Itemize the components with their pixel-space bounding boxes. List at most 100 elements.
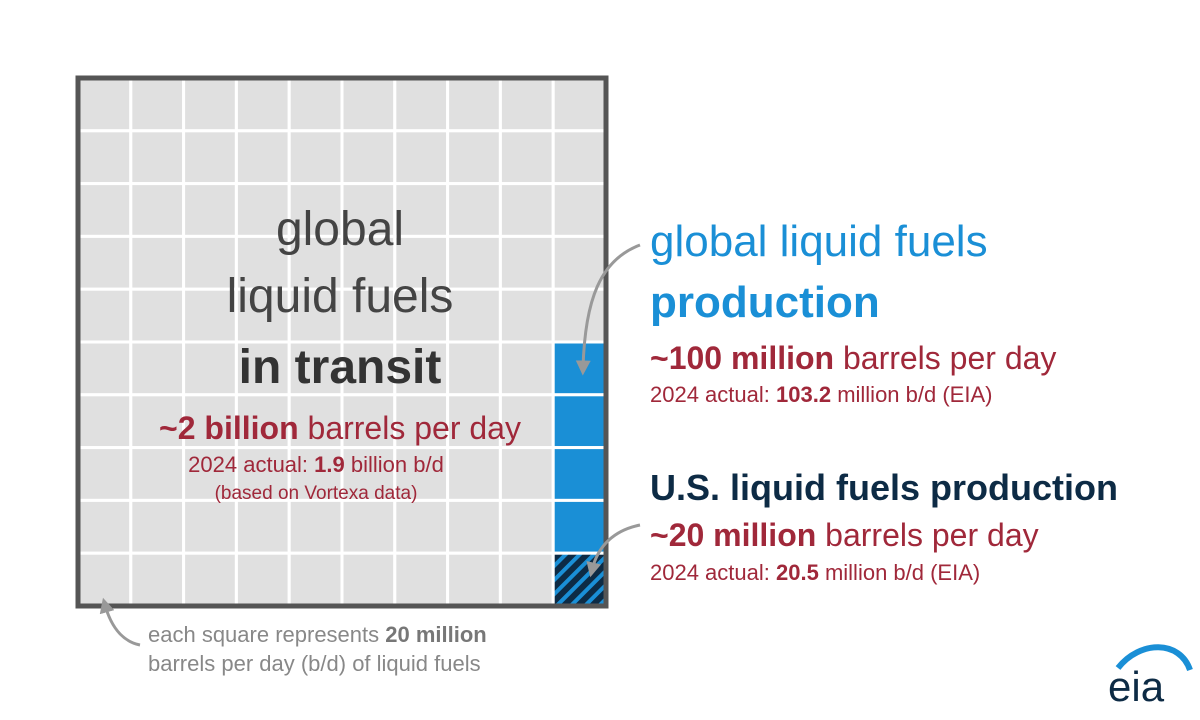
legend-text: barrels per day (b/d) of liquid fuels	[148, 651, 481, 676]
grid-cell	[340, 498, 397, 555]
grid-label: in transit	[238, 341, 442, 394]
grid-cell	[498, 393, 555, 450]
grid-cell	[182, 498, 238, 555]
grid-label: liquid fuels	[226, 270, 454, 323]
grid-cell	[287, 551, 344, 608]
grid-cell	[129, 287, 186, 344]
grid-cell	[498, 76, 555, 133]
grid-cell	[129, 182, 186, 238]
actual-prefix: 2024 actual:	[650, 382, 770, 407]
grid-cell	[234, 551, 291, 608]
actual: 2024 actual: 103.2 million b/d (EIA)	[650, 384, 992, 406]
grid-cell	[393, 551, 450, 608]
estimate-unit: barrels per day	[307, 410, 521, 446]
grid-cell	[551, 182, 608, 238]
grid-cell	[498, 287, 555, 344]
grid-cell	[129, 498, 186, 555]
grid-cell	[446, 393, 502, 450]
grid-cell	[446, 446, 502, 502]
global-production-cell	[551, 446, 608, 502]
actual-value: 103.2	[776, 382, 832, 407]
estimate-value: ~100 million	[650, 340, 835, 376]
grid-cell	[182, 76, 238, 133]
grid-cell	[340, 76, 397, 133]
grid-cell	[129, 551, 186, 608]
grid-cell	[498, 234, 555, 291]
grid-cell	[76, 129, 133, 186]
grid-cell	[498, 551, 555, 608]
grid-cell	[446, 340, 502, 397]
grid-cell	[446, 551, 502, 608]
grid-border	[75, 75, 609, 609]
grid-cell	[234, 446, 291, 502]
actual: 2024 actual: 20.5 million b/d (EIA)	[650, 562, 980, 584]
grid-cell	[234, 129, 291, 186]
estimate-value: ~20 million	[650, 517, 817, 553]
grid-cell	[446, 182, 502, 238]
grid-cell	[393, 182, 450, 238]
actual-value: 1.9	[314, 452, 345, 477]
grid-cell	[498, 340, 555, 397]
estimate-unit: barrels per day	[825, 517, 1039, 553]
grid-cell	[340, 287, 397, 344]
grid-cell	[234, 76, 291, 133]
grid-cell	[393, 498, 450, 555]
grid-cell	[340, 234, 397, 291]
legend-text: each square represents	[148, 622, 380, 647]
logo: eia	[1108, 663, 1165, 710]
grid-cell	[393, 446, 450, 502]
grid-cell	[446, 234, 502, 291]
grid-cell	[76, 393, 133, 450]
global-production-cell	[551, 340, 608, 397]
legend: each square represents 20 million	[148, 624, 487, 646]
global-production-cell	[551, 498, 608, 555]
actual-unit: billion b/d	[350, 452, 444, 477]
grid-cell	[498, 182, 555, 238]
logo-swoosh	[1115, 644, 1193, 672]
grid-cell	[234, 393, 291, 450]
grid-cell	[182, 340, 238, 397]
grid-cell	[287, 498, 344, 555]
estimate-value: ~2 billion	[159, 410, 299, 446]
us-production-cell	[551, 551, 608, 608]
grid-cell	[129, 76, 186, 133]
grid-cell	[129, 129, 186, 186]
title: global liquid fuels	[650, 217, 988, 266]
grid-cell	[551, 287, 608, 344]
title: production	[650, 278, 880, 327]
grid-cell	[551, 129, 608, 186]
grid-cell	[446, 129, 502, 186]
actual-unit: million b/d (EIA)	[824, 560, 981, 585]
estimate: ~100 million barrels per day	[650, 342, 1056, 374]
grid-cell	[393, 76, 450, 133]
grid-cell	[76, 76, 133, 133]
grid-cell	[340, 551, 397, 608]
grid-cell	[76, 234, 133, 291]
actual: 2024 actual: 1.9 billion b/d	[188, 454, 444, 476]
grid-cell	[340, 129, 397, 186]
actual-value: 20.5	[776, 560, 819, 585]
grid	[76, 76, 608, 608]
grid-cell	[182, 182, 238, 238]
source: (based on Vortexa data)	[214, 483, 418, 504]
grid-cell	[76, 551, 133, 608]
grid-cell	[446, 76, 502, 133]
arrow	[586, 523, 641, 578]
grid-cell	[182, 129, 238, 186]
arrow	[575, 243, 641, 376]
grid-cell	[76, 498, 133, 555]
grid-cell	[182, 551, 238, 608]
grid-cell	[234, 498, 291, 555]
grid-label: global	[275, 203, 405, 256]
grid-cell	[76, 340, 133, 397]
estimate-unit: barrels per day	[842, 340, 1057, 376]
grid-cell	[129, 234, 186, 291]
estimate: ~2 billion barrels per day	[159, 412, 521, 444]
grid-cell	[498, 446, 555, 502]
grid-cell	[287, 76, 344, 133]
grid-cell	[76, 182, 133, 238]
actual-prefix: 2024 actual:	[650, 560, 770, 585]
grid-cell	[446, 498, 502, 555]
grid-cell	[287, 129, 344, 186]
